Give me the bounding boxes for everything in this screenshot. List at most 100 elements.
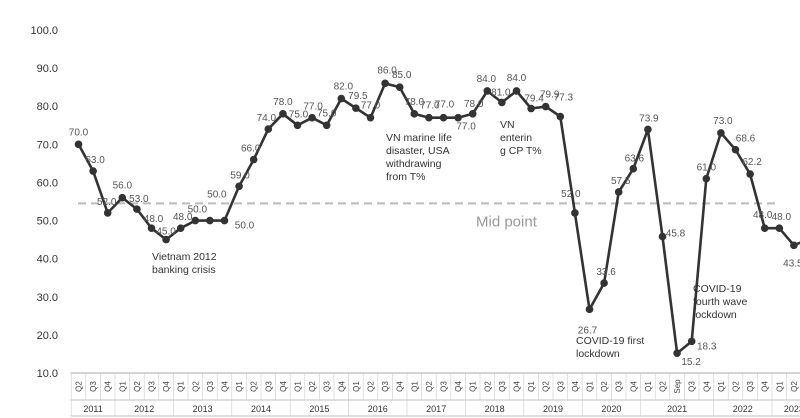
data-point — [571, 209, 579, 217]
data-point — [629, 164, 638, 173]
annotation: Vietnam 2012 banking crisis — [152, 251, 217, 276]
data-point — [410, 110, 419, 118]
data-point — [556, 112, 565, 121]
x-tick-label: Q3 — [323, 381, 332, 392]
data-point — [381, 79, 389, 88]
x-tick-label: Q4 — [279, 381, 288, 392]
data-label: 84.0 — [507, 73, 527, 84]
annotation-line: enterin — [500, 132, 532, 144]
data-point — [760, 224, 769, 232]
x-tick-label: Q3 — [615, 381, 624, 392]
x-tick-label: Q2 — [483, 381, 492, 392]
x-tick-label: Q4 — [337, 381, 346, 392]
data-label: 78.0 — [273, 97, 293, 108]
annotation: VN marine life disaster, USA withdrawing fr… — [385, 132, 452, 183]
data-label: 78.0 — [464, 99, 484, 110]
x-tick-label: Q4 — [221, 381, 230, 392]
data-label: 50.0 — [207, 190, 227, 201]
annotation-line: g CP T% — [500, 145, 542, 157]
data-label: 43.5 — [783, 258, 800, 269]
x-tick-label: Q1 — [586, 381, 595, 392]
data-point — [717, 129, 725, 137]
year-label: 2015 — [309, 404, 329, 414]
data-point — [498, 98, 506, 107]
data-point — [118, 193, 127, 202]
mid-point-label: Mid point — [476, 213, 538, 230]
data-point — [74, 140, 83, 149]
data-point — [220, 216, 229, 225]
annotation-line: banking crisis — [152, 264, 216, 276]
data-label: 70.0 — [69, 127, 89, 138]
data-label: 45.8 — [666, 229, 686, 240]
data-label: 53.0 — [129, 194, 149, 205]
data-label: 63.6 — [625, 154, 645, 165]
data-point — [425, 113, 433, 122]
data-point — [644, 125, 652, 134]
x-tick-label: Q3 — [89, 381, 98, 392]
data-label: 68.6 — [736, 134, 756, 145]
year-label: 2013 — [193, 404, 213, 414]
x-tick-label: Q2 — [191, 381, 200, 392]
series-group — [74, 79, 800, 357]
data-label: 73.9 — [639, 113, 659, 124]
data-point — [687, 337, 696, 346]
data-label: 62.2 — [742, 157, 762, 168]
data-label: 78.0 — [405, 97, 425, 108]
x-tick-label: Q4 — [702, 381, 711, 392]
annotation-line: withdrawing — [385, 158, 442, 170]
x-tick-label: Q3 — [148, 381, 157, 392]
y-tick-label: 50.0 — [37, 216, 58, 228]
data-point — [176, 224, 185, 232]
x-tick-label: Q2 — [308, 381, 317, 392]
data-point — [512, 87, 521, 95]
data-point — [235, 182, 243, 191]
y-tick-label: 20.0 — [37, 330, 58, 342]
y-tick-label: 90.0 — [37, 63, 58, 75]
x-tick-label: Q1 — [527, 381, 536, 392]
x-tick-label: Q4 — [571, 381, 580, 392]
data-label: 77.0 — [420, 101, 440, 112]
data-point — [746, 170, 754, 178]
x-tick-label: Q4 — [513, 381, 522, 392]
annotation-line: VN marine life — [386, 132, 452, 144]
year-label: 2021 — [667, 404, 687, 414]
data-point — [249, 155, 258, 164]
x-tick-label: Q4 — [629, 381, 638, 392]
data-label: 26.7 — [578, 325, 598, 336]
year-label: 2020 — [601, 404, 621, 414]
y-tick-label: 60.0 — [37, 177, 58, 189]
data-point — [790, 241, 798, 250]
year-label: 2018 — [485, 404, 505, 414]
data-point — [103, 209, 112, 217]
y-tick-label: 30.0 — [37, 292, 58, 304]
x-tick-label: Q1 — [717, 381, 726, 392]
x-tick-label: Q1 — [118, 381, 127, 392]
x-tick-label: Q2 — [659, 381, 668, 392]
x-tick-label: Q1 — [352, 381, 361, 392]
annotation-line: VN — [500, 119, 515, 131]
data-label: 75.0 — [289, 109, 309, 120]
data-point — [454, 113, 462, 122]
data-point — [600, 279, 608, 287]
x-tick-label: Q4 — [162, 381, 171, 392]
year-label: 2023 — [784, 404, 800, 414]
data-labels-group: 70.063.052.056.053.048.045.048.050.050.0… — [69, 65, 800, 368]
x-tick-label: Q2 — [542, 381, 551, 392]
data-point — [206, 216, 214, 225]
data-label: 82.0 — [334, 82, 354, 93]
x-axis: Q2 Q3 Q4 Q1 Q2 Q3 Q4 Q1 Q2 Q3 Q4 Q1 Q2 Q3 Q4 Q1 Q2 Q3 Q4 Q1… — [70, 373, 800, 417]
data-label: 77.0 — [456, 122, 476, 133]
annotation-line: disaster, USA — [386, 145, 450, 157]
annotation-line: lockdown — [693, 309, 737, 321]
year-label: 2012 — [134, 404, 154, 414]
annotations-group: Vietnam 2012 banking crisis VN marine life… — [152, 119, 747, 360]
data-point — [366, 113, 375, 122]
x-tick-label: Q3 — [264, 381, 273, 392]
data-label: 81.0 — [491, 87, 511, 98]
data-point — [147, 224, 156, 232]
x-tick-label: Q1 — [644, 381, 653, 392]
x-tick-label: Q1 — [177, 381, 186, 392]
annotation-line: COVID-19 first — [576, 335, 644, 347]
y-tick-label: 40.0 — [37, 254, 58, 266]
